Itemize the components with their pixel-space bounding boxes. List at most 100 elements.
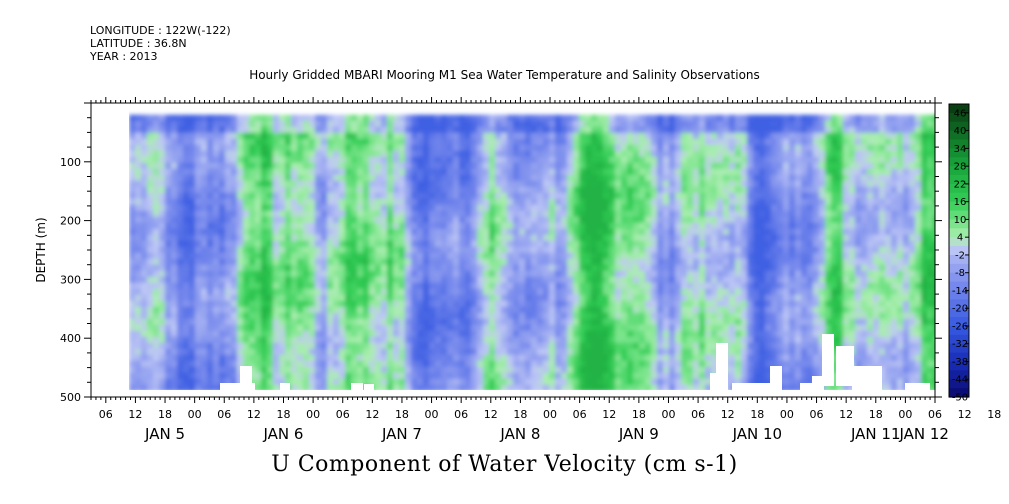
x-tick-label: 06 [217,408,231,421]
colorbar-swatch [949,334,969,345]
colorbar-swatch [949,121,969,132]
colorbar-swatch [949,104,969,114]
colorbar-swatch [949,210,969,221]
x-axis-label: U Component of Water Velocity (cm s-1) [271,452,738,477]
x-date-label: JAN 9 [618,425,659,443]
x-tick-label: 00 [306,408,320,421]
colorbar-swatch [949,272,969,283]
x-tick-label: 12 [365,408,379,421]
colorbar-label: -20 [952,304,968,315]
colorbar-label: 22 [954,179,967,190]
colorbar-swatch [949,237,969,247]
colorbar-swatch [949,201,969,212]
colorbar-label: 16 [954,197,967,208]
colorbar-label: 40 [954,126,967,137]
x-tick-label: 18 [513,408,527,421]
y-axis: 100 200 300 400 500 [60,102,942,404]
latitude-label: LATITUDE : 36.8N [90,37,187,50]
x-tick-label: 18 [158,408,172,421]
x-tick-label: 00 [780,408,794,421]
colorbar-swatch [949,219,969,229]
x-tick-label: 06 [928,408,942,421]
colorbar-label: -32 [952,339,968,350]
x-tick-label: 00 [898,408,912,421]
colorbar-label: -38 [952,357,968,368]
x-tick-label: 18 [750,408,764,421]
y-tick-label: 300 [60,273,81,286]
x-tick-label: 00 [661,408,675,421]
x-tick-label: 12 [839,408,853,421]
x-date-label: JAN 8 [499,425,540,443]
colorbar-label: 46 [954,108,967,119]
x-tick-label: 12 [128,408,142,421]
x-tick-label: 06 [99,408,113,421]
colorbar-legend: 46 40 34 28 22 16 10 4 -2 -8 -14 -20 -26 -32 -38 -44 -50 [948,103,970,404]
colorbar-swatch [949,388,969,398]
x-date-label: JAN 7 [381,425,422,443]
colorbar-label: -50 [952,393,968,404]
longitude-label: LONGITUDE : 122W(-122) [90,24,231,37]
colorbar-swatch [949,157,969,167]
colorbar-label: -8 [955,268,965,279]
colorbar-swatch [949,317,969,327]
colorbar-swatch [949,166,969,176]
x-tick-label: 18 [276,408,290,421]
colorbar-swatch [949,281,969,292]
x-tick-label: 06 [573,408,587,421]
colorbar-swatch [949,343,969,354]
chart-title: Hourly Gridded MBARI Mooring M1 Sea Wate… [249,68,760,82]
colorbar-label: 34 [954,144,967,155]
x-tick-label: 12 [721,408,735,421]
x-tick-label: 00 [188,408,202,421]
colorbar-swatch [949,379,969,389]
colorbar-swatch [949,130,969,141]
x-date-label: JAN 5 [144,425,185,443]
y-tick-label: 200 [60,215,81,228]
colorbar-label: 10 [954,215,967,226]
colorbar-swatch [949,308,969,318]
colorbar-swatch [949,370,969,380]
x-tick-label: 18 [395,408,409,421]
x-date-label: JAN 6 [263,425,304,443]
colorbar-swatch [949,254,969,265]
colorbar-label: -44 [952,375,968,386]
x-tick-label: 12 [602,408,616,421]
colorbar-swatch [949,139,969,149]
x-tick-label: 12 [484,408,498,421]
y-tick-label: 500 [60,391,81,404]
colorbar-swatch [949,175,969,185]
colorbar-swatch [949,325,969,336]
colorbar-swatch [949,352,969,363]
colorbar-swatch [949,299,969,309]
x-tick-label: 18 [869,408,883,421]
colorbar-swatch [949,263,969,274]
x-tick-label: 06 [810,408,824,421]
x-tick-label: 06 [454,408,468,421]
colorbar-label: -14 [952,286,968,297]
x-tick-label: 18 [632,408,646,421]
x-tick-label: 12 [247,408,261,421]
colorbar-label: 28 [954,162,967,173]
heatmap-field [91,103,935,397]
x-tick-label: 06 [336,408,350,421]
x-date-label: JAN 11 [850,425,901,443]
x-tick-label: 06 [691,408,705,421]
year-label: YEAR : 2013 [90,50,158,63]
y-tick-label: 100 [60,156,81,169]
colorbar-swatch [949,112,969,123]
y-tick-label: 400 [60,332,81,345]
x-tick-label: 12 [958,408,972,421]
colorbar-swatch [949,192,969,203]
colorbar-swatch [949,148,969,158]
colorbar-swatch [949,183,969,194]
metadata-block: LONGITUDE : 122W(-122) LATITUDE : 36.8N YE… [90,24,231,63]
y-axis-label: DEPTH (m) [34,217,48,282]
x-tick-label: 00 [543,408,557,421]
colorbar-label: -2 [955,250,965,261]
colorbar-swatch [949,290,969,300]
plot-frame [90,102,936,398]
colorbar-swatch [949,228,969,238]
x-date-label: JAN 12 [898,425,949,443]
colorbar-label: 4 [957,233,963,244]
